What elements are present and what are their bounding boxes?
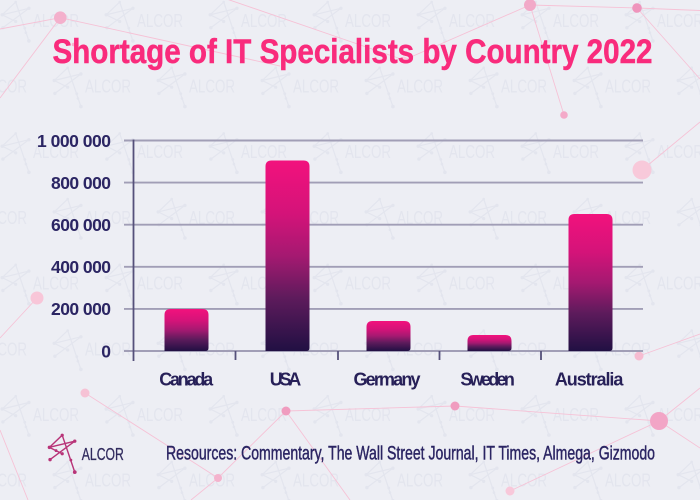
svg-text:1 000 000: 1 000 000 — [37, 131, 111, 151]
svg-text:Germany: Germany — [354, 370, 421, 390]
svg-text:0: 0 — [101, 341, 111, 361]
svg-text:Resources: Commentary, The Wal: Resources: Commentary, The Wall Street J… — [166, 443, 655, 465]
svg-text:Sweden: Sweden — [460, 370, 514, 390]
svg-text:Canada: Canada — [159, 370, 214, 390]
svg-text:Australia: Australia — [555, 370, 624, 390]
svg-text:200 000: 200 000 — [51, 299, 111, 319]
svg-text:600 000: 600 000 — [51, 215, 111, 235]
svg-text:ALCOR: ALCOR — [82, 444, 124, 464]
svg-text:400 000: 400 000 — [51, 257, 111, 277]
svg-text:800 000: 800 000 — [51, 173, 111, 193]
svg-text:USA: USA — [270, 370, 302, 390]
svg-text:Shortage of IT Specialists by: Shortage of IT Specialists by Country 20… — [53, 33, 653, 71]
